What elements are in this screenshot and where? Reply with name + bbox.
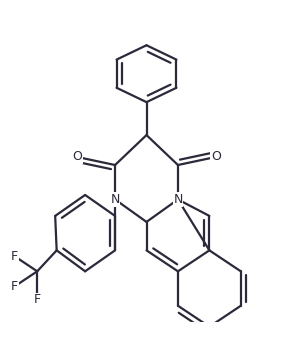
Text: F: F <box>11 280 18 293</box>
Text: F: F <box>34 293 41 306</box>
Text: O: O <box>72 151 82 164</box>
Text: F: F <box>11 250 18 263</box>
Text: O: O <box>211 151 221 164</box>
Text: N: N <box>173 193 183 206</box>
Text: N: N <box>110 193 120 206</box>
